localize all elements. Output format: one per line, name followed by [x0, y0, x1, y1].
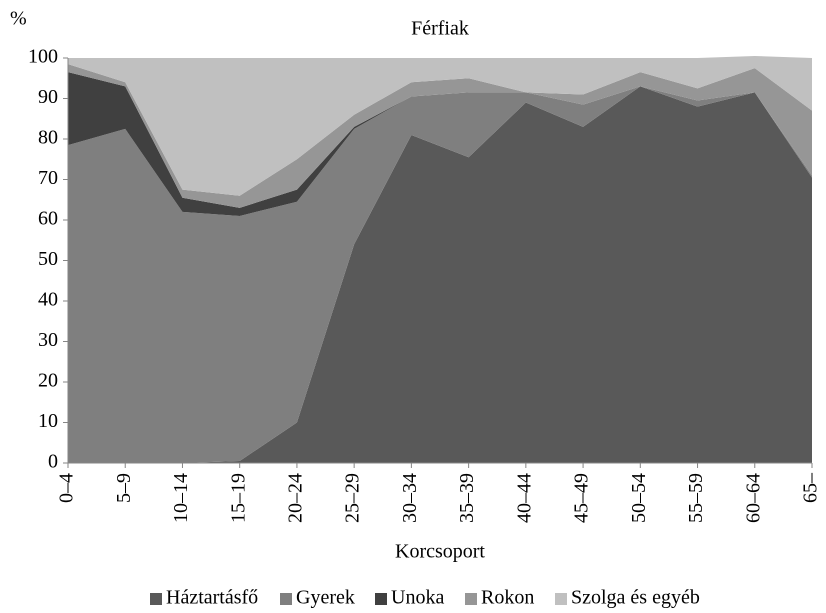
legend-label: Rokon — [481, 587, 534, 609]
area — [68, 86, 812, 463]
y-tick-label: 70 — [38, 167, 58, 189]
x-tick-label: 5–9 — [113, 473, 135, 503]
legend-swatch — [280, 593, 292, 605]
y-tick-label: 40 — [38, 289, 58, 311]
legend-swatch — [555, 593, 567, 605]
y-tick-label: 20 — [38, 370, 58, 392]
x-tick-label: 30–34 — [399, 473, 421, 523]
x-tick-label: 35–39 — [456, 473, 478, 523]
x-tick-label: 10–14 — [170, 473, 192, 523]
area — [68, 55, 812, 196]
legend-swatch — [465, 593, 477, 605]
y-tick-label: 80 — [38, 127, 58, 149]
area — [68, 86, 812, 463]
x-axis-label: Korcsoport — [395, 541, 485, 563]
x-tick-label: 0–4 — [56, 473, 78, 503]
x-tick-label: 15–19 — [227, 473, 249, 523]
y-tick-label: 0 — [48, 451, 58, 473]
y-tick-label: 90 — [38, 86, 58, 108]
x-tick-label: 40–44 — [513, 473, 535, 523]
area — [68, 64, 812, 208]
x-tick-label: 60–64 — [742, 473, 764, 523]
y-tick-label: 100 — [28, 46, 58, 68]
legend-label: Gyerek — [296, 587, 355, 609]
x-tick-label: 50–54 — [628, 473, 650, 523]
y-axis-label: % — [10, 8, 27, 30]
x-tick-label: 55–59 — [685, 473, 707, 523]
y-tick-label: 60 — [38, 208, 58, 230]
legend-label: Háztartásfő — [166, 587, 258, 609]
x-tick-label: 25–29 — [342, 473, 364, 523]
x-tick-label: 45–49 — [571, 473, 593, 523]
legend-swatch — [375, 593, 387, 605]
x-tick-label: 20–24 — [285, 473, 307, 523]
chart-title: Férfiak — [411, 18, 469, 40]
legend-swatch — [150, 593, 162, 605]
legend-label: Unoka — [391, 587, 444, 609]
legend-label: Szolga és egyéb — [571, 587, 700, 609]
y-tick-label: 30 — [38, 329, 58, 351]
y-tick-label: 50 — [38, 248, 58, 270]
x-tick-label: 65– — [800, 472, 822, 503]
y-tick-label: 10 — [38, 410, 58, 432]
